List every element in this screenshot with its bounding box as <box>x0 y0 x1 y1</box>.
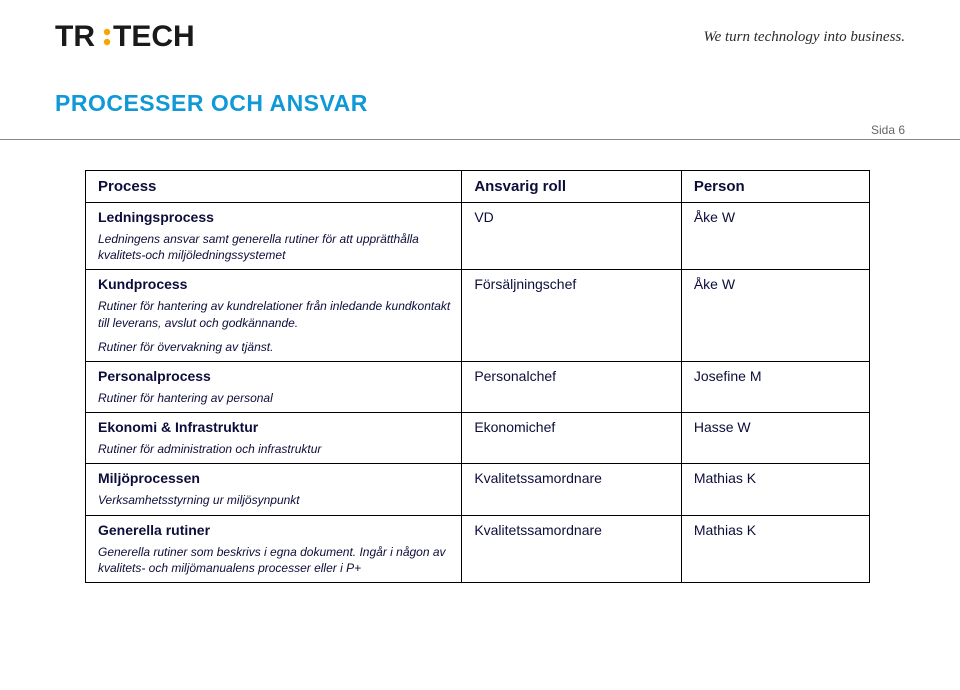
cell-person: Hasse W <box>681 413 869 464</box>
cell-person: Josefine M <box>681 361 869 412</box>
cell-process: Miljöprocessen Verksamhetsstyrning ur mi… <box>86 464 462 515</box>
process-name: Miljöprocessen <box>98 470 200 486</box>
cell-role: Ekonomichef <box>462 413 682 464</box>
process-desc: Verksamhetsstyrning ur miljösynpunkt <box>98 486 451 508</box>
cell-process: Ekonomi & Infrastruktur Rutiner för admi… <box>86 413 462 464</box>
process-desc: Rutiner för övervakning av tjänst. <box>98 331 451 355</box>
process-name: Ledningsprocess <box>98 209 214 225</box>
page-number: Sida 6 <box>0 123 960 139</box>
col-person: Person <box>681 171 869 203</box>
process-desc: Rutiner för administration och infrastru… <box>98 435 451 457</box>
table-row: Personalprocess Rutiner för hantering av… <box>86 361 870 412</box>
cell-process: Generella rutiner Generella rutiner som … <box>86 515 462 582</box>
cell-role: Kvalitetssamordnare <box>462 515 682 582</box>
logo-right: TECH <box>113 20 195 53</box>
table-row: Ledningsprocess Ledningens ansvar samt g… <box>86 203 870 270</box>
table-row: Ekonomi & Infrastruktur Rutiner för admi… <box>86 413 870 464</box>
col-process: Process <box>86 171 462 203</box>
process-table: Process Ansvarig roll Person Ledningspro… <box>85 170 870 583</box>
logo-dot-bottom <box>104 39 110 45</box>
logo-dot-top <box>104 29 110 35</box>
cell-person: Åke W <box>681 270 869 362</box>
section-title: PROCESSER OCH ANSVAR <box>0 66 960 123</box>
tagline: We turn technology into business. <box>703 29 905 46</box>
cell-person: Mathias K <box>681 515 869 582</box>
process-name: Generella rutiner <box>98 522 210 538</box>
col-role: Ansvarig roll <box>462 171 682 203</box>
cell-process: Ledningsprocess Ledningens ansvar samt g… <box>86 203 462 270</box>
process-name: Kundprocess <box>98 276 187 292</box>
process-name: Ekonomi & Infrastruktur <box>98 419 258 435</box>
process-desc: Rutiner för hantering av kundrelationer … <box>98 292 451 330</box>
table-row: Generella rutiner Generella rutiner som … <box>86 515 870 582</box>
cell-person: Åke W <box>681 203 869 270</box>
header: TR TECH We turn technology into business… <box>0 0 960 66</box>
logo-svg: TR TECH <box>55 18 215 56</box>
cell-role: Försäljningschef <box>462 270 682 362</box>
process-desc: Ledningens ansvar samt generella rutiner… <box>98 225 451 263</box>
process-desc: Generella rutiner som beskrivs i egna do… <box>98 538 451 576</box>
table-header-row: Process Ansvarig roll Person <box>86 171 870 203</box>
logo: TR TECH <box>55 18 215 56</box>
table-row: Miljöprocessen Verksamhetsstyrning ur mi… <box>86 464 870 515</box>
table-container: Process Ansvarig roll Person Ledningspro… <box>0 140 960 583</box>
cell-person: Mathias K <box>681 464 869 515</box>
cell-process: Kundprocess Rutiner för hantering av kun… <box>86 270 462 362</box>
cell-role: VD <box>462 203 682 270</box>
process-desc: Rutiner för hantering av personal <box>98 384 451 406</box>
cell-role: Personalchef <box>462 361 682 412</box>
cell-role: Kvalitetssamordnare <box>462 464 682 515</box>
process-name: Personalprocess <box>98 368 211 384</box>
logo-left: TR <box>55 20 95 53</box>
table-row: Kundprocess Rutiner för hantering av kun… <box>86 270 870 362</box>
cell-process: Personalprocess Rutiner för hantering av… <box>86 361 462 412</box>
